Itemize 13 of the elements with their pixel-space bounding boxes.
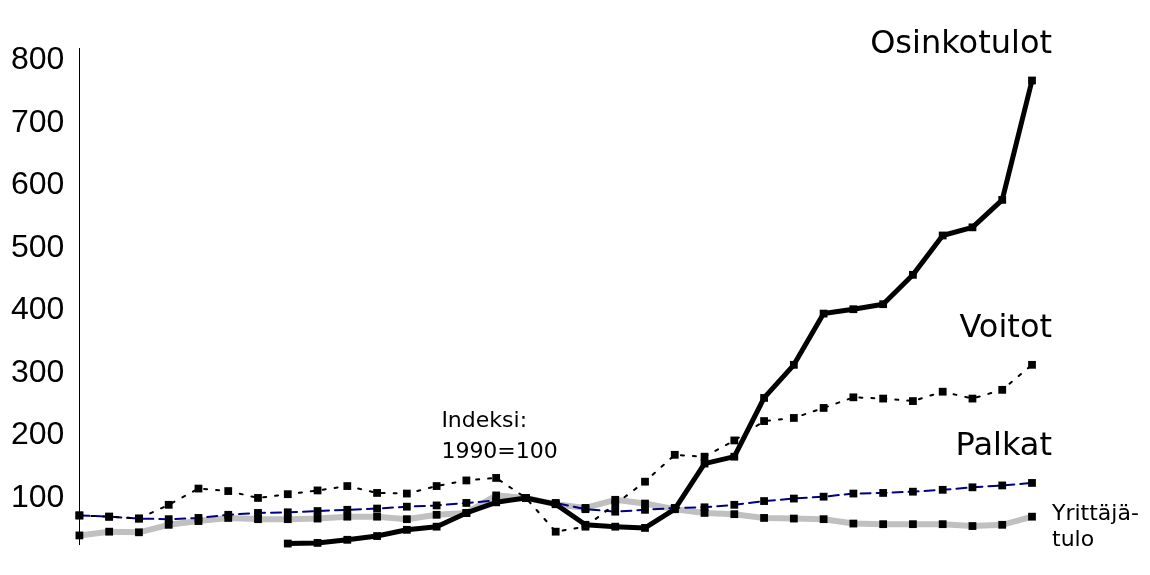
y-tick-label: 600 (11, 165, 65, 202)
y-tick-label: 400 (11, 290, 65, 327)
series-label: Yrittäjä-tulo (1051, 500, 1139, 552)
y-tick-label: 500 (11, 227, 65, 264)
y-tick-label: 100 (11, 477, 65, 514)
y-tick-label: 200 (11, 415, 65, 452)
annotation: Indeksi: 1990=100 (441, 407, 558, 464)
series-label: Palkat (955, 425, 1052, 464)
y-tick-label: 800 (11, 40, 65, 77)
y-tick-label: 300 (11, 352, 65, 389)
y-tick-label: 700 (11, 102, 65, 139)
series-label: Osinkotulot (870, 22, 1052, 61)
series-label: Voitot (959, 307, 1052, 346)
